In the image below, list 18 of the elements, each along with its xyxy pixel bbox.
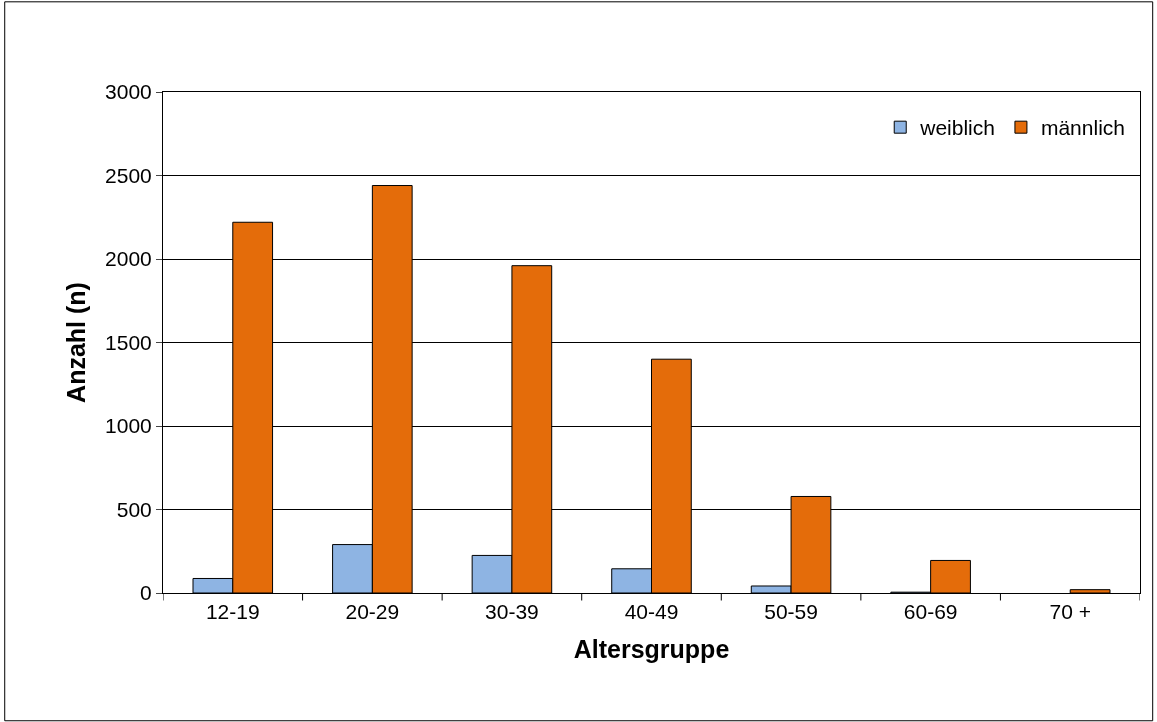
y-axis-title: Anzahl (n) bbox=[61, 282, 90, 403]
x-tick-label: 20-29 bbox=[345, 600, 400, 624]
x-tick-label: 70 + bbox=[1049, 600, 1091, 624]
x-tick-label: 40-49 bbox=[624, 600, 679, 624]
y-tick-label: 1000 bbox=[105, 414, 152, 438]
x-tick-label: 60-69 bbox=[903, 600, 958, 624]
legend-label: männlich bbox=[1040, 116, 1125, 140]
x-axis-title: Altersgruppe bbox=[573, 635, 730, 664]
x-tick-label: 50-59 bbox=[764, 600, 818, 624]
x-tick-label: 12-19 bbox=[205, 600, 260, 624]
y-tick-label: 1500 bbox=[105, 330, 152, 354]
y-tick-label: 2000 bbox=[105, 247, 152, 271]
x-tick-label: 30-39 bbox=[485, 600, 539, 624]
y-tick-label: 3000 bbox=[105, 80, 152, 104]
y-tick-label: 0 bbox=[140, 581, 152, 605]
y-tick-label: 2500 bbox=[105, 163, 152, 187]
y-tick-label: 500 bbox=[116, 497, 152, 521]
legend-label: weiblich bbox=[919, 116, 995, 140]
